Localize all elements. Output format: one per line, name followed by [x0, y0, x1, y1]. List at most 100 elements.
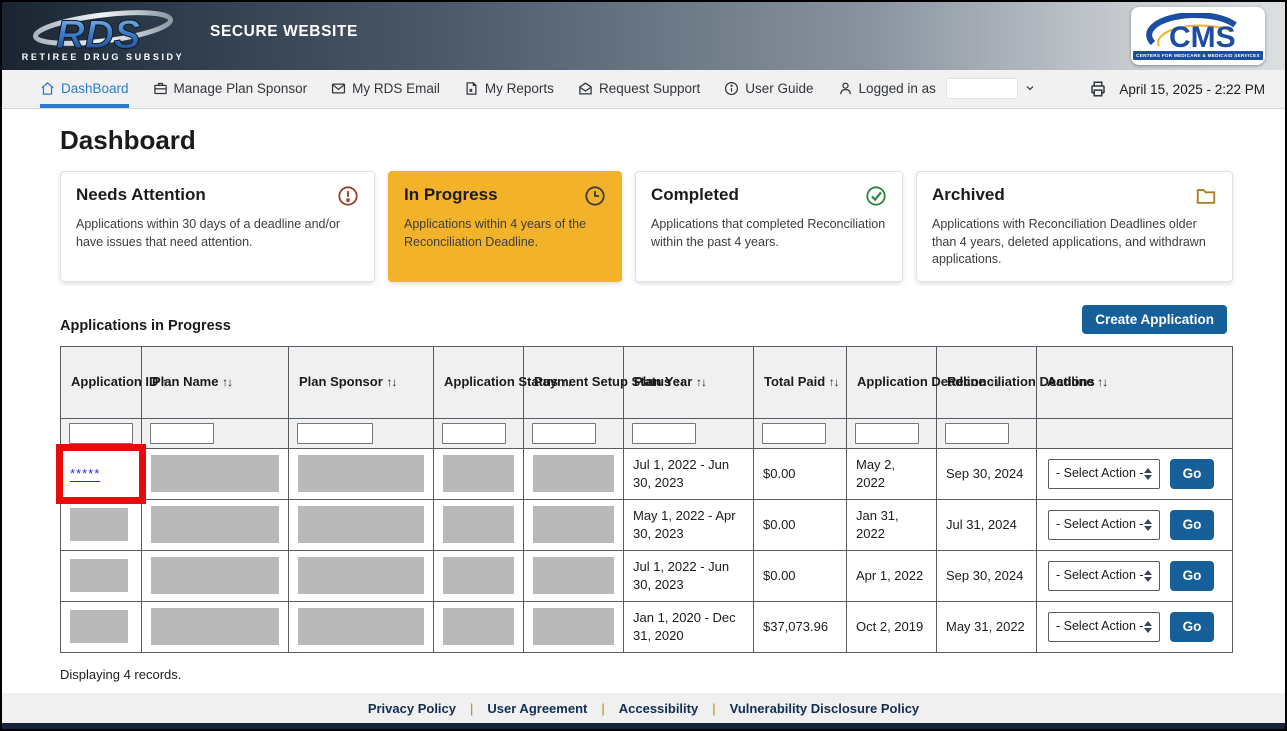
select-action-dropdown[interactable]: - Select Action -	[1048, 611, 1160, 642]
filter-application-status-input[interactable]	[442, 422, 506, 444]
card-in-progress[interactable]: In Progress Applications within 4 years …	[388, 171, 622, 282]
actions-cell: - Select Action - Go	[1036, 447, 1233, 500]
plan-sponsor-cell	[288, 447, 434, 500]
payment-setup-status-cell	[523, 600, 624, 653]
nav-dashboard[interactable]: DashBoard	[40, 70, 129, 108]
application-deadline-cell: Jan 31, 2022	[846, 498, 937, 551]
chevron-down-icon[interactable]	[1024, 82, 1036, 94]
plan-year-cell: May 1, 2022 - Apr 30, 2023	[623, 498, 754, 551]
nav-my-rds-email-label: My RDS Email	[352, 80, 440, 96]
column-header-application-id[interactable]: Application ID	[60, 345, 172, 419]
redacted-value	[443, 455, 514, 492]
nav-my-rds-email[interactable]: My RDS Email	[331, 70, 440, 108]
current-datetime: April 15, 2025 - 2:22 PM	[1119, 81, 1265, 97]
column-label: Actions	[1047, 373, 1095, 389]
column-header-plan-sponsor[interactable]: Plan Sponsor	[288, 345, 434, 419]
filter-reconciliation-deadline-input[interactable]	[945, 422, 1009, 444]
info-circle-icon	[725, 81, 739, 95]
alert-circle-icon	[338, 186, 358, 206]
footer-accent-bar	[2, 723, 1285, 729]
card-needs-attention-description: Applications within 30 days of a deadlin…	[76, 217, 341, 249]
column-header-application-status[interactable]: Application Status	[433, 345, 572, 419]
table-row: Jul 1, 2022 - Jun 30, 2023 $0.00 Apr 1, …	[60, 549, 1233, 602]
card-completed-description: Applications that completed Reconciliati…	[651, 217, 886, 249]
filter-plan-sponsor-input[interactable]	[297, 422, 373, 444]
redacted-value	[443, 557, 514, 594]
filter-payment-setup-status-input[interactable]	[532, 422, 596, 444]
rds-logo-mark: RDS	[32, 10, 174, 54]
select-action-dropdown[interactable]: - Select Action -	[1048, 458, 1160, 489]
redacted-value	[151, 608, 279, 645]
redacted-value	[70, 610, 128, 643]
go-button[interactable]: Go	[1170, 560, 1214, 591]
select-action-dropdown[interactable]: - Select Action -	[1048, 509, 1160, 540]
redacted-value	[443, 506, 514, 543]
filter-application-id-input[interactable]	[69, 422, 133, 444]
column-header-total-paid[interactable]: Total Paid	[753, 345, 847, 419]
status-cards: Needs Attention Applications within 30 d…	[60, 171, 1233, 282]
card-completed[interactable]: Completed Applications that completed Re…	[635, 171, 903, 282]
go-button[interactable]: Go	[1170, 458, 1214, 489]
filter-total-paid-input[interactable]	[762, 422, 826, 444]
cms-logo-mark: CMS	[1146, 13, 1237, 51]
nav-request-support[interactable]: Request Support	[578, 70, 700, 108]
person-icon	[839, 82, 851, 94]
footer-link-privacy-policy[interactable]: Privacy Policy	[367, 700, 456, 716]
select-action-dropdown[interactable]: - Select Action -	[1048, 560, 1160, 591]
logged-in-user-select[interactable]	[945, 77, 1018, 99]
nav-manage-plan-sponsor[interactable]: Manage Plan Sponsor	[153, 70, 308, 108]
nav-user-guide[interactable]: User Guide	[724, 70, 814, 108]
column-header-payment-setup-status[interactable]: Payment Setup Status	[523, 345, 685, 419]
nav-dashboard-label: DashBoard	[61, 80, 129, 96]
footer-link-accessibility[interactable]: Accessibility	[587, 701, 699, 716]
create-application-button[interactable]: Create Application	[1082, 304, 1227, 334]
go-button[interactable]: Go	[1170, 611, 1214, 642]
column-label: Total Paid	[764, 373, 826, 389]
column-header-plan-year[interactable]: Plan Year	[623, 345, 754, 419]
svg-text:RDS: RDS	[56, 13, 141, 54]
spinner-arrows-icon	[1144, 570, 1152, 582]
plan-sponsor-cell	[288, 498, 434, 551]
application-status-cell	[433, 600, 524, 653]
plan-name-cell	[141, 549, 289, 602]
payment-setup-status-cell	[523, 447, 624, 500]
redacted-value	[298, 506, 424, 543]
application-status-cell	[433, 549, 524, 602]
reconciliation-deadline-cell: Jul 31, 2024	[936, 498, 1037, 551]
nav-manage-plan-sponsor-label: Manage Plan Sponsor	[173, 80, 308, 96]
column-header-application-deadline[interactable]: Application Deadline	[846, 345, 999, 419]
application-id-link[interactable]: *****	[70, 465, 101, 481]
plan-year-cell: Jan 1, 2020 - Dec 31, 2020	[623, 600, 754, 653]
application-id-cell-highlighted: *****	[56, 444, 147, 504]
plan-year-cell: Jul 1, 2022 - Jun 30, 2023	[623, 549, 754, 602]
table-row: ***** Jul 1, 2022 - Jun 30, 2023 $0.00 M…	[56, 444, 1233, 504]
application-deadline-cell: Oct 2, 2019	[846, 600, 937, 653]
records-count: Displaying 4 records.	[60, 666, 182, 682]
select-action-label: - Select Action -	[1056, 466, 1144, 481]
column-header-plan-name[interactable]: Plan Name	[141, 345, 289, 419]
card-completed-title: Completed	[651, 185, 739, 204]
redacted-value	[298, 455, 424, 492]
footer-link-vulnerability-disclosure-policy[interactable]: Vulnerability Disclosure Policy	[698, 701, 920, 716]
go-button[interactable]: Go	[1170, 509, 1214, 540]
column-header-reconciliation-deadline[interactable]: Reconciliation Deadline	[936, 345, 1107, 419]
nav-my-reports[interactable]: My Reports	[464, 70, 554, 108]
redacted-value	[533, 455, 614, 492]
filter-application-deadline-input[interactable]	[855, 422, 919, 444]
table-header-row: Application ID Plan Name Plan Sponsor Ap…	[60, 345, 1233, 419]
filter-plan-name-input[interactable]	[150, 422, 214, 444]
filter-plan-year-input[interactable]	[632, 422, 696, 444]
nav-my-reports-label: My Reports	[484, 80, 554, 96]
reconciliation-deadline-cell: Sep 30, 2024	[936, 447, 1037, 500]
briefcase-icon	[153, 82, 167, 94]
logged-in-as-label: Logged in as	[858, 80, 936, 96]
footer-link-user-agreement[interactable]: User Agreement	[456, 701, 587, 716]
card-needs-attention[interactable]: Needs Attention Applications within 30 d…	[60, 171, 375, 282]
page-footer: Privacy Policy User Agreement Accessibil…	[2, 693, 1285, 729]
actions-cell: - Select Action - Go	[1036, 498, 1233, 551]
logged-in-as: Logged in as	[838, 70, 1036, 108]
card-archived[interactable]: Archived Applications with Reconciliatio…	[916, 171, 1233, 282]
print-icon[interactable]	[1089, 80, 1107, 98]
total-paid-cell: $37,073.96	[753, 600, 847, 653]
applications-section-header: Applications in Progress Create Applicat…	[60, 304, 1227, 334]
